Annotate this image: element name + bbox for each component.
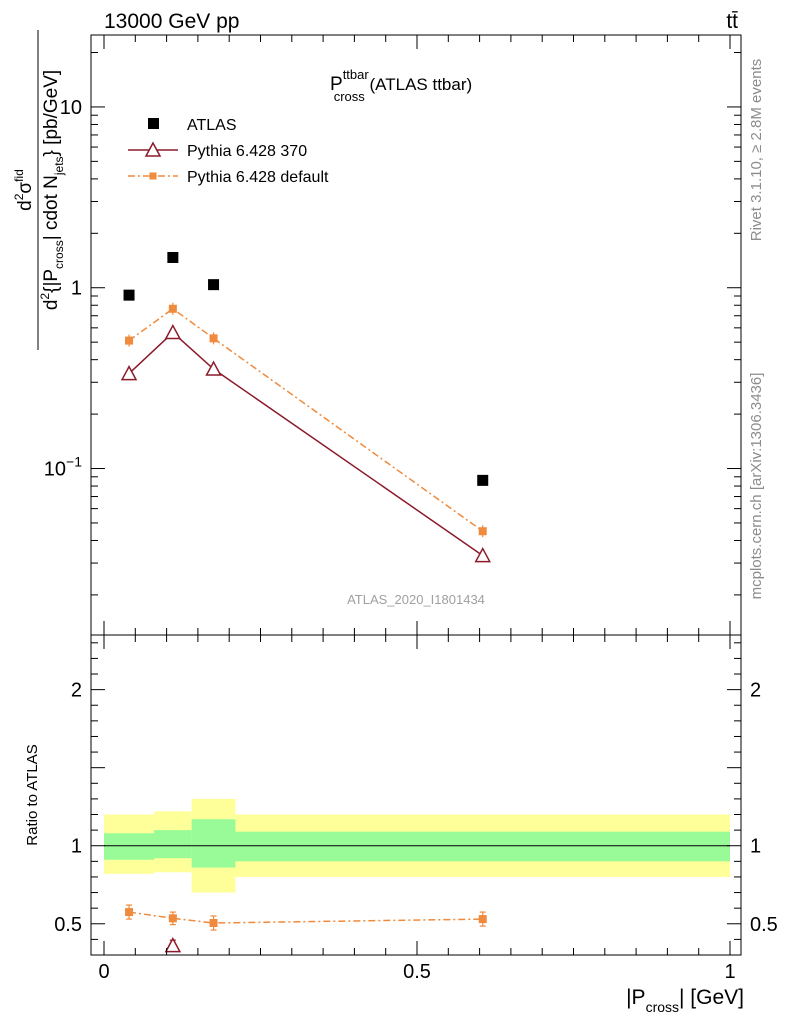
ratio-default-point	[478, 915, 487, 924]
series-atlas-point	[123, 289, 135, 301]
series-370-point	[120, 365, 138, 381]
legend-marker-atlas	[148, 118, 159, 129]
ratio-370-point	[164, 937, 182, 953]
ratio-y-tick-labels: 0.5 0.5 1 1 2 2	[54, 680, 778, 936]
main-y-tick-label-base: 1	[71, 278, 82, 300]
legend-label-atlas: ATLAS	[187, 117, 237, 134]
ratio-band-inner	[154, 830, 192, 859]
ratio-y-tick-label-left: 2	[71, 680, 82, 702]
series-default-point	[478, 527, 487, 536]
series-default-point	[125, 336, 134, 345]
title-main: P	[330, 74, 343, 95]
x-tick-labels: 0 0.5 1	[98, 961, 735, 983]
legend-label-default: Pythia 6.428 default	[187, 169, 329, 186]
series-default-point	[168, 304, 177, 313]
title-sup: ttbar	[343, 67, 370, 82]
rivet-label: Rivet 3.1.10, ≥ 2.8M events	[748, 59, 765, 242]
series-atlas-point	[477, 474, 489, 486]
main-y-tick-label: 10	[60, 97, 82, 119]
legend-marker-370	[144, 141, 162, 157]
series-default-point	[209, 334, 218, 343]
main-data-layer	[120, 251, 491, 563]
series-default-line	[128, 307, 484, 532]
x-tick-label: 1	[724, 961, 735, 983]
energy-label: 13000 GeV pp	[104, 10, 239, 33]
ratio-panel: 0.5 0.51 12 2 0 0.5 1 Ratio to ATLAS |Pcross|…	[24, 634, 778, 1015]
ratio-y-tick-label-left: 0.5	[54, 914, 82, 936]
ratio-y-tick-label-left: 1	[71, 836, 82, 858]
series-atlas-point	[208, 279, 220, 291]
main-y-tick-label: 1	[71, 278, 82, 300]
main-y-tick-label-base: 10	[44, 459, 66, 481]
ratio-default-point	[168, 914, 177, 923]
main-y-tick-label-exponent: −1	[66, 454, 82, 470]
ratio-band-inner	[104, 833, 155, 860]
title-sub: cross	[334, 89, 366, 104]
svg-text:d2{|Pcross| cdot Njets} [pb/Ge: d2{|Pcross| cdot Njets} [pb/GeV]	[38, 70, 66, 310]
x-tick-label: 0.5	[403, 961, 431, 983]
series-370-point	[205, 360, 222, 376]
ratio-y-tick-label-right: 1	[750, 836, 761, 858]
ratio-y-tick-label-right: 0.5	[750, 914, 778, 936]
series-370-line	[128, 331, 484, 557]
ratio-y-axis-label: Ratio to ATLAS	[24, 744, 41, 845]
ratio-band-inner	[235, 831, 730, 862]
ratio-data-layer	[125, 904, 487, 953]
analysis-id: ATLAS_2020_I1801434	[347, 592, 485, 607]
legend: ATLAS Pythia 6.428 370 Pythia 6.428 defa…	[128, 117, 329, 186]
ratio-default-line	[128, 911, 483, 924]
mcplots-label: mcplots.cern.ch [arXiv:1306.3436]	[748, 373, 765, 600]
ratio-band-inner	[191, 819, 236, 868]
series-atlas-point	[167, 251, 179, 263]
svg-text:d2σfid: d2σfid	[12, 169, 36, 211]
legend-marker-default	[149, 172, 157, 180]
main-y-tick-label: 10−1	[44, 454, 82, 481]
x-tick-label: 0	[98, 961, 109, 983]
main-y-tick-label-base: 10	[60, 97, 82, 119]
ratio-default-point	[125, 908, 134, 917]
title-suffix: (ATLAS ttbar)	[365, 75, 472, 94]
legend-label-370: Pythia 6.428 370	[187, 143, 307, 160]
ratio-default-point	[209, 919, 218, 927]
ratio-bands	[104, 798, 730, 893]
main-title: Pttbar cross (ATLAS ttbar)	[330, 67, 472, 104]
x-axis-label: |Pcross| [GeV]	[626, 986, 744, 1015]
main-y-axis-label: d2σfid d2{|Pcross| cdot Njets} [pb/GeV]	[12, 30, 66, 350]
process-label: tt̄	[726, 10, 738, 33]
ratio-y-tick-label-right: 2	[750, 680, 761, 702]
ratio-ticks	[91, 635, 741, 956]
series-370-point	[474, 546, 491, 563]
ratio-frame	[90, 634, 742, 956]
series-370-point	[164, 323, 182, 340]
main-ticks	[91, 35, 741, 635]
